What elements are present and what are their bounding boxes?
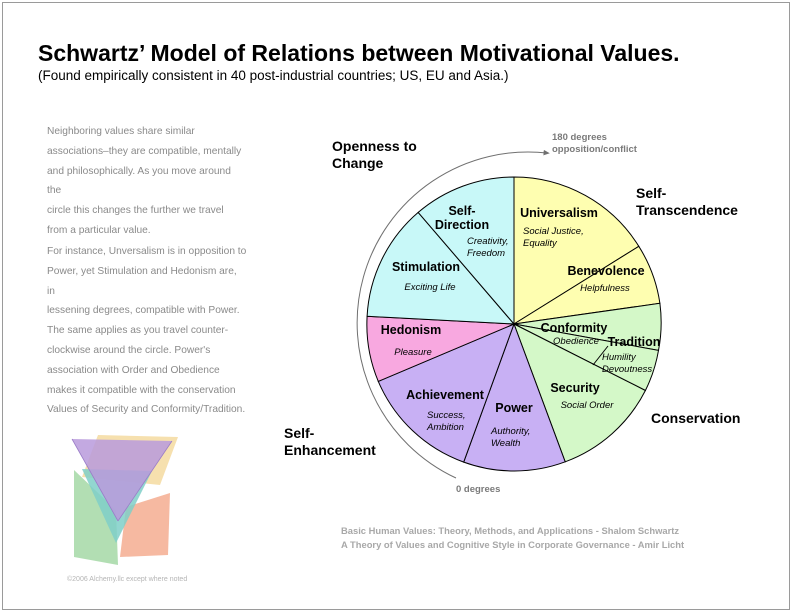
alchemy-logo [71,435,178,565]
slice-power [463,322,566,472]
logo-edge [117,440,173,522]
logo-edge [71,438,119,522]
value-desc-achievement: Ambition [426,422,464,433]
logo-shape-green [74,470,118,565]
arc-label-180-degrees: opposition/conflict [552,144,638,155]
arc-label-0-degrees: 0 degrees [456,484,500,495]
value-name-security: Security [550,381,599,395]
value-name-self-direction: Self- [448,204,475,218]
value-desc-security: Social Order [561,400,615,411]
value-desc-benevolence: Helpfulness [580,283,630,294]
description-line: lessening degrees, compatible with Power… [47,305,240,317]
description-paragraph-2: For instance, Unversalism is in oppositi… [47,242,247,420]
page-subtitle: (Found empirically consistent in 40 post… [38,68,509,83]
slice-achievement [377,323,515,463]
value-name-self-direction: Direction [435,218,489,232]
description-line: Neighboring values share similar [47,126,195,137]
description-paragraph-1: Neighboring values share similar associa… [47,122,247,241]
group-label-openness: Openness to [332,138,417,154]
description-line: associations–they are compatible, mental… [47,145,242,157]
slice-universalism [513,176,640,325]
group-label-conservation: Conservation [651,410,740,426]
value-desc-power: Authority, [490,426,530,437]
value-desc-tradition: Humility [602,352,637,363]
tradition-divider [592,345,609,366]
value-name-power: Power [495,401,533,415]
value-desc-universalism: Equality [523,238,558,249]
opposition-arc-arrow [356,149,550,479]
value-name-tradition: Tradition [608,335,661,349]
group-label-self-enhancement: Self- [284,425,315,441]
value-desc-power: Wealth [491,438,520,449]
description-line: from a particular value. [47,224,151,236]
group-label-self-enhancement: Enhancement [284,442,376,458]
value-desc-tradition: Devoutness [602,364,652,375]
reference-line: Basic Human Values: Theory, Methods, and… [341,525,680,536]
value-name-stimulation: Stimulation [392,260,460,274]
value-desc-conformity: Obedience [553,336,599,347]
description-line: circle this changes the further we trave… [47,205,224,217]
slice-self-direction [417,176,515,326]
group-label-self-transcendence: Transcendence [636,202,738,218]
value-desc-hedonism: Pleasure [394,347,432,358]
description-line: and philosophically. As you move around … [47,165,231,197]
arc-label-180-degrees: 180 degrees [552,132,607,143]
value-desc-stimulation: Exciting Life [404,282,455,293]
description-line: clockwise around the circle. Power's [47,344,211,356]
description-line: Values of Security and Conformity/Tradit… [47,404,246,416]
value-desc-self-direction: Creativity, [467,236,509,247]
description-line: The same applies as you travel counter- [47,325,229,337]
value-desc-self-direction: Freedom [467,248,505,259]
slice-stimulation [366,211,516,325]
references: Basic Human Values: Theory, Methods, and… [341,524,684,552]
logo-shape-purple [72,439,172,521]
value-name-benevolence: Benevolence [567,264,644,278]
description-line: Power, yet Stimulation and Hedonism are,… [47,265,237,297]
value-name-hedonism: Hedonism [381,323,441,337]
value-desc-achievement: Success, [427,410,466,421]
value-name-universalism: Universalism [520,206,598,220]
value-name-conformity: Conformity [541,321,608,335]
value-desc-universalism: Social Justice, [523,226,584,237]
description-line: makes it compatible with the conservatio… [47,384,236,396]
page-title: Schwartz’ Model of Relations between Mot… [38,40,680,66]
reference-line: A Theory of Values and Cognitive Style i… [341,539,685,550]
value-name-achievement: Achievement [406,388,485,402]
group-label-self-transcendence: Self- [636,185,667,201]
group-label-openness: Change [332,155,384,171]
copyright-notice: ©2006 Alchemy.llc except where noted [67,576,188,583]
slice-security [513,322,647,463]
description-line: For instance, Unversalism is in oppositi… [47,246,247,257]
description-line: association with Order and Obedience [47,364,220,376]
